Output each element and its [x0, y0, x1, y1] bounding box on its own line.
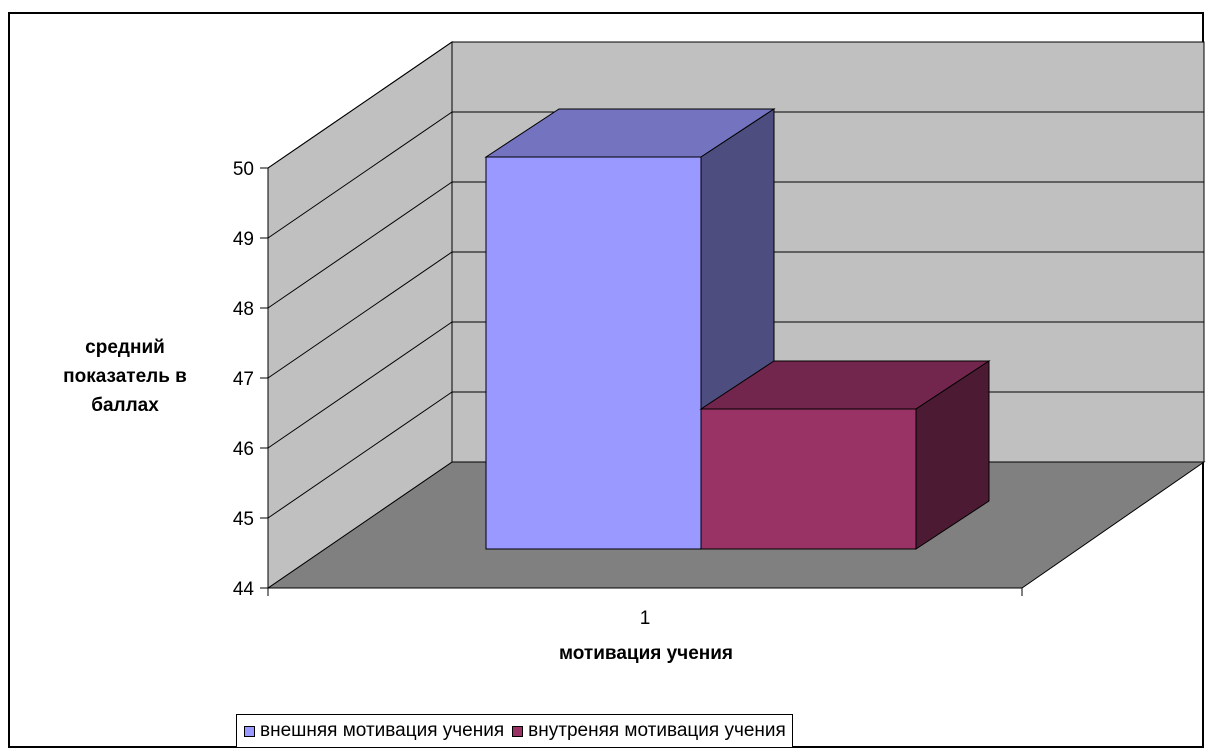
legend-swatch-external: [244, 725, 255, 737]
gridline-side: [267, 41, 453, 169]
bar: [700, 408, 917, 550]
legend: внешняя мотивация учения внутреняя мотив…: [236, 714, 793, 748]
bars: [484, 108, 991, 550]
legend-item-internal: внутреняя мотивация учения: [512, 720, 786, 742]
gridline-side: [267, 181, 453, 309]
gridline-side: [267, 321, 453, 449]
gridline-side: [267, 111, 453, 239]
x-tick-label: 1: [640, 608, 651, 629]
y-tick-label: 48: [233, 299, 254, 320]
legend-label-external: внешняя мотивация учения: [260, 720, 505, 741]
y-tick-label: 49: [233, 229, 254, 250]
y-tick-label: 50: [233, 159, 254, 180]
legend-item-external: внешняя мотивация учения: [244, 720, 504, 742]
gridline-side: [267, 391, 453, 519]
y-tick-label: 46: [233, 439, 254, 460]
y-tick-label: 47: [233, 369, 254, 390]
legend-label-internal: внутреняя мотивация учения: [528, 720, 786, 741]
x-axis-title: мотивация учения: [558, 643, 734, 664]
y-axis-ticks: 44 45 46 47 48 49 50: [233, 159, 268, 600]
y-tick-label: 45: [233, 509, 254, 530]
y-tick-label: 44: [233, 579, 255, 600]
legend-swatch-internal: [512, 725, 524, 737]
y-axis-title: средний показатель в баллах: [63, 337, 187, 416]
gridline-side: [267, 251, 453, 379]
bar: [485, 156, 702, 550]
